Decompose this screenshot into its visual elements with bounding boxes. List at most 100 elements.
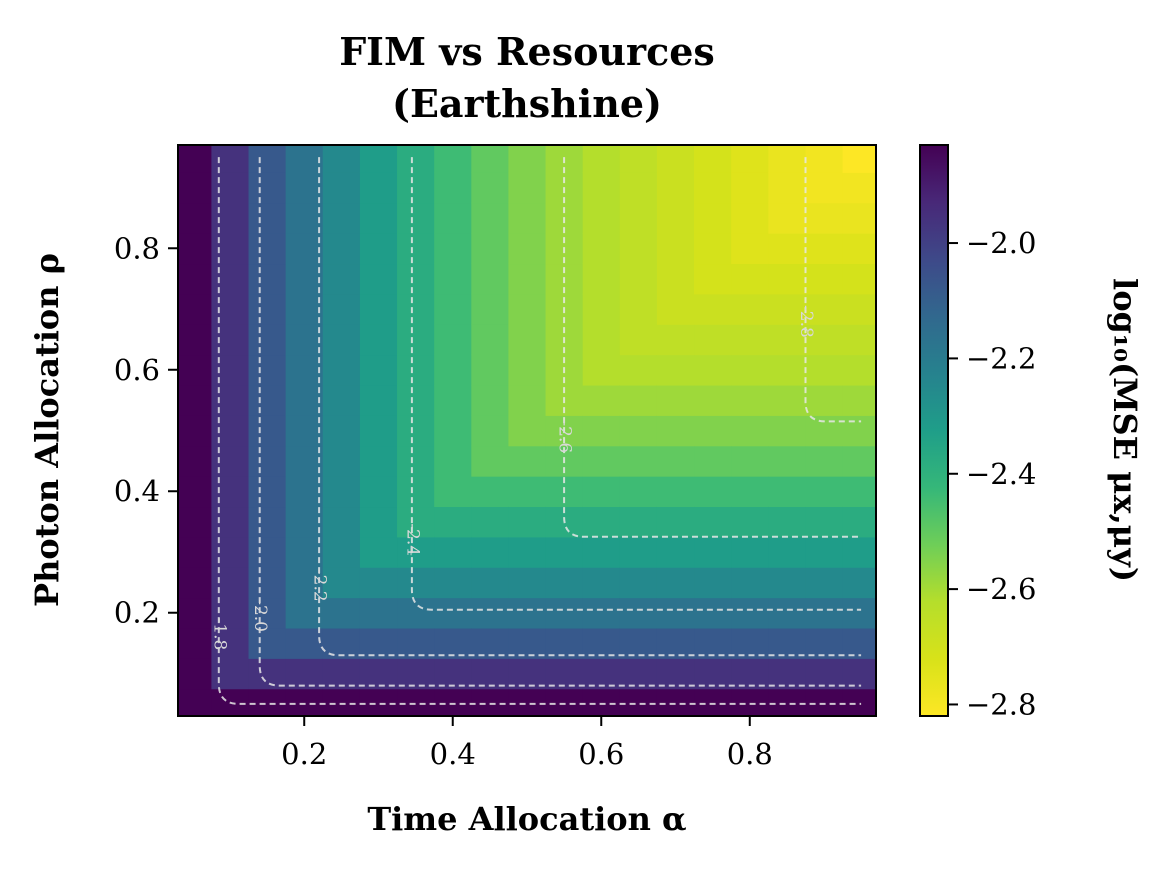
heatmap-cell bbox=[768, 536, 807, 568]
heatmap-cell bbox=[619, 233, 658, 265]
heatmap-cell bbox=[248, 658, 287, 690]
heatmap-cell bbox=[582, 263, 621, 295]
heatmap-cell bbox=[582, 415, 621, 447]
heatmap-cell bbox=[768, 384, 807, 416]
heatmap-cell bbox=[211, 536, 250, 568]
heatmap-cell bbox=[656, 145, 695, 173]
heatmap-cell bbox=[178, 597, 213, 629]
heatmap-cell bbox=[178, 658, 213, 690]
heatmap-cell bbox=[768, 202, 807, 234]
heatmap-cell bbox=[397, 476, 435, 508]
x-tick-label: 0.4 bbox=[430, 737, 476, 771]
heatmap-cell bbox=[359, 506, 398, 538]
heatmap-cell bbox=[397, 293, 435, 325]
y-tick-label: 0.2 bbox=[114, 596, 160, 630]
heatmap-cell bbox=[434, 658, 472, 690]
heatmap-cell bbox=[359, 145, 398, 173]
heatmap-cell bbox=[582, 476, 621, 508]
heatmap-cell bbox=[619, 415, 658, 447]
heatmap-cell bbox=[694, 293, 732, 325]
heatmap-cell bbox=[694, 658, 732, 690]
heatmap-cell bbox=[285, 384, 324, 416]
heatmap-cell bbox=[694, 172, 732, 204]
heatmap-cell bbox=[731, 567, 769, 599]
heatmap-cell bbox=[359, 567, 398, 599]
heatmap-cell bbox=[508, 415, 547, 447]
heatmap-cell bbox=[582, 627, 621, 659]
x-tick-label: 0.8 bbox=[727, 737, 773, 771]
heatmap-cell bbox=[694, 476, 732, 508]
chart-title-line-2: (Earthshine) bbox=[392, 81, 662, 126]
heatmap-cell bbox=[619, 688, 658, 716]
heatmap-cell bbox=[656, 415, 695, 447]
chart-title-line-1: FIM vs Resources bbox=[339, 29, 715, 74]
heatmap-cell bbox=[582, 172, 621, 204]
heatmap-cell bbox=[656, 688, 695, 716]
heatmap-cell bbox=[842, 476, 876, 508]
heatmap-cell bbox=[471, 567, 510, 599]
heatmap-cells bbox=[178, 145, 876, 716]
heatmap-cell bbox=[842, 202, 876, 234]
heatmap-cell bbox=[508, 172, 547, 204]
contour-label: -2.6 bbox=[555, 420, 575, 453]
heatmap-cell bbox=[619, 324, 658, 356]
y-axis-ticks: 0.2 0.4 0.6 0.8 bbox=[114, 231, 178, 630]
heatmap-cell bbox=[694, 688, 732, 716]
heatmap-cell bbox=[285, 145, 324, 173]
heatmap-cell bbox=[694, 324, 732, 356]
heatmap-cell bbox=[322, 445, 361, 477]
heatmap-cell bbox=[178, 415, 213, 447]
heatmap-cell bbox=[842, 627, 876, 659]
heatmap-cell bbox=[397, 354, 435, 386]
heatmap-cell bbox=[248, 324, 287, 356]
heatmap-cell bbox=[619, 597, 658, 629]
heatmap-cell bbox=[434, 145, 472, 173]
heatmap-cell bbox=[248, 384, 287, 416]
heatmap-cell bbox=[285, 688, 324, 716]
heatmap-cell bbox=[731, 658, 769, 690]
heatmap-cell bbox=[471, 415, 510, 447]
heatmap-cell bbox=[322, 324, 361, 356]
heatmap-cell bbox=[805, 384, 844, 416]
heatmap-cell bbox=[842, 145, 876, 173]
heatmap-cell bbox=[619, 506, 658, 538]
heatmap-cell bbox=[694, 384, 732, 416]
heatmap-cell bbox=[178, 324, 213, 356]
colorbar-tick-label: −2.0 bbox=[966, 226, 1036, 260]
heatmap-cell bbox=[178, 354, 213, 386]
heatmap-cell bbox=[768, 597, 807, 629]
contour-lines: -1.8 -2.0 -2.2 -2.4 -2.6 -2.8 bbox=[209, 157, 862, 705]
heatmap-cell bbox=[397, 233, 435, 265]
heatmap-cell bbox=[248, 506, 287, 538]
heatmap-cell bbox=[285, 597, 324, 629]
heatmap-cell bbox=[694, 567, 732, 599]
heatmap-cell bbox=[694, 354, 732, 386]
contour-line bbox=[410, 157, 862, 611]
heatmap-cell bbox=[656, 384, 695, 416]
heatmap-cell bbox=[285, 445, 324, 477]
heatmap-cell bbox=[545, 627, 584, 659]
contour-label: -2.8 bbox=[796, 305, 816, 338]
heatmap-cell bbox=[471, 354, 510, 386]
contour-line bbox=[217, 157, 862, 705]
heatmap-cell bbox=[211, 293, 250, 325]
heatmap-cell bbox=[731, 172, 769, 204]
heatmap-cell bbox=[359, 384, 398, 416]
heatmap-cell bbox=[731, 536, 769, 568]
heatmap-cell bbox=[694, 627, 732, 659]
heatmap-cell bbox=[508, 476, 547, 508]
heatmap-cell bbox=[805, 445, 844, 477]
heatmap-cell bbox=[322, 597, 361, 629]
heatmap-cell bbox=[397, 445, 435, 477]
heatmap-cell bbox=[731, 415, 769, 447]
colorbar-ticks: −2.0 −2.2 −2.4 −2.6 −2.8 bbox=[948, 226, 1036, 721]
heatmap-cell bbox=[582, 145, 621, 173]
heatmap-cell bbox=[248, 597, 287, 629]
heatmap-cell bbox=[359, 202, 398, 234]
heatmap-cell bbox=[434, 597, 472, 629]
heatmap-cell bbox=[471, 233, 510, 265]
heatmap-cell bbox=[471, 172, 510, 204]
heatmap-cell bbox=[211, 263, 250, 295]
colorbar-tick-label: −2.2 bbox=[966, 341, 1036, 375]
heatmap-cell bbox=[731, 202, 769, 234]
